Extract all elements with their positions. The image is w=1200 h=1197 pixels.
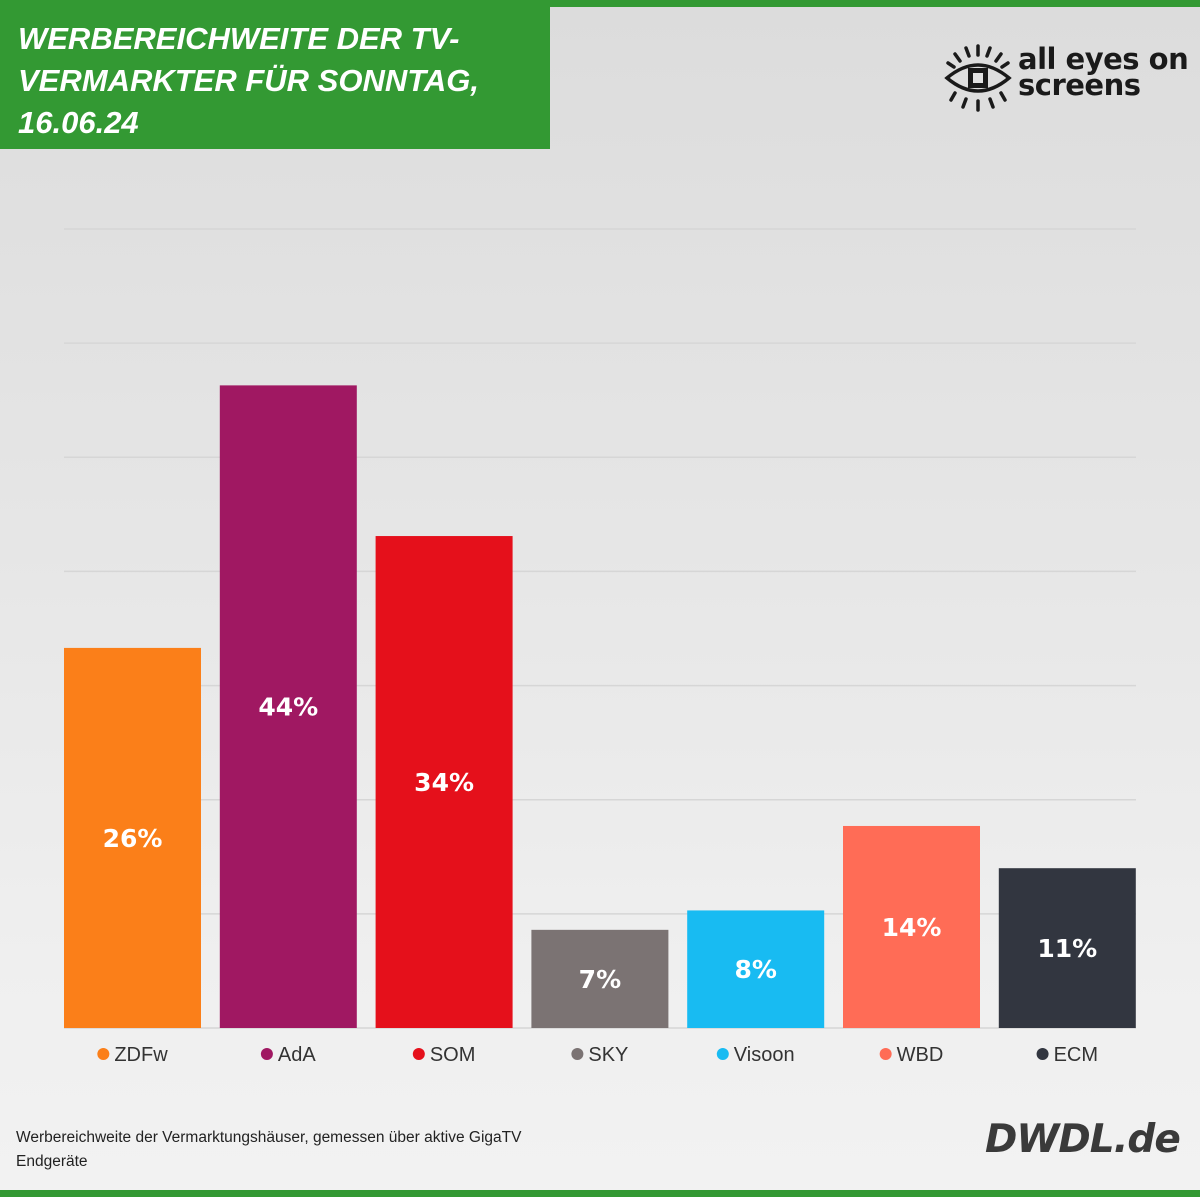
- footnote-line: Endgeräte: [16, 1153, 88, 1170]
- data-label: 26%: [103, 824, 163, 853]
- eye-icon: [944, 44, 1012, 112]
- all-eyes-on-screens-logo: all eyes on screens: [944, 44, 1189, 114]
- bottom-border: [0, 1190, 1200, 1197]
- bar-ada: [219, 385, 357, 1028]
- bars: [64, 385, 1136, 1028]
- legend-label: WBD: [897, 1044, 944, 1066]
- legend-marker: [571, 1048, 584, 1060]
- data-label: 8%: [734, 955, 776, 984]
- legend-label: Visoon: [734, 1044, 795, 1066]
- logo-line: all eyes on: [1018, 42, 1189, 76]
- data-label: 7%: [579, 965, 621, 994]
- dwdl-logo: DWDL.de: [985, 1117, 1181, 1162]
- legend-label: ECM: [1054, 1044, 1098, 1066]
- bar-sky: [531, 929, 669, 1028]
- data-labels: 26% 44% 34% 7% 8% 14% 11%: [103, 693, 1098, 994]
- bar-wbd: [843, 825, 980, 1028]
- legend-marker: [260, 1048, 273, 1060]
- logo-wordmark: all eyes on screens: [1018, 42, 1189, 102]
- legend-marker: [879, 1048, 892, 1060]
- legend-marker: [1036, 1048, 1049, 1060]
- title-line: 16.06.24: [18, 105, 139, 140]
- legend-label: AdA: [278, 1044, 316, 1066]
- title-banner: WERBEREICHWEITE DER TV- VERMARKTER FÜR S…: [0, 0, 550, 149]
- bar-zdfw: [64, 647, 201, 1028]
- data-label: 44%: [258, 693, 318, 722]
- bar-som: [375, 536, 513, 1028]
- legend-marker: [412, 1048, 425, 1060]
- bar-visoon: [687, 910, 825, 1028]
- legend-marker: [97, 1048, 110, 1060]
- data-label: 14%: [882, 913, 942, 942]
- logo-line: screens: [1018, 68, 1141, 102]
- legend-label: SOM: [430, 1044, 476, 1066]
- legend-label: ZDFw: [114, 1044, 168, 1066]
- footnote: Werbereichweite der Vermarktungshäuser, …: [16, 1126, 616, 1174]
- legend-label: SKY: [588, 1044, 628, 1066]
- data-label: 34%: [414, 768, 474, 797]
- bar-ecm: [998, 868, 1136, 1028]
- title-line: WERBEREICHWEITE DER TV-: [18, 21, 460, 56]
- legend-marker: [716, 1048, 729, 1060]
- title-line: VERMARKTER FÜR SONNTAG,: [18, 63, 479, 98]
- data-label: 11%: [1037, 934, 1097, 963]
- footnote-line: Werbereichweite der Vermarktungshäuser, …: [16, 1129, 522, 1146]
- chart-title: WERBEREICHWEITE DER TV- VERMARKTER FÜR S…: [18, 18, 538, 144]
- top-border: [0, 0, 1200, 7]
- legend: ZDFw AdA SOM SKY Visoon WBD ECM: [97, 1044, 1098, 1066]
